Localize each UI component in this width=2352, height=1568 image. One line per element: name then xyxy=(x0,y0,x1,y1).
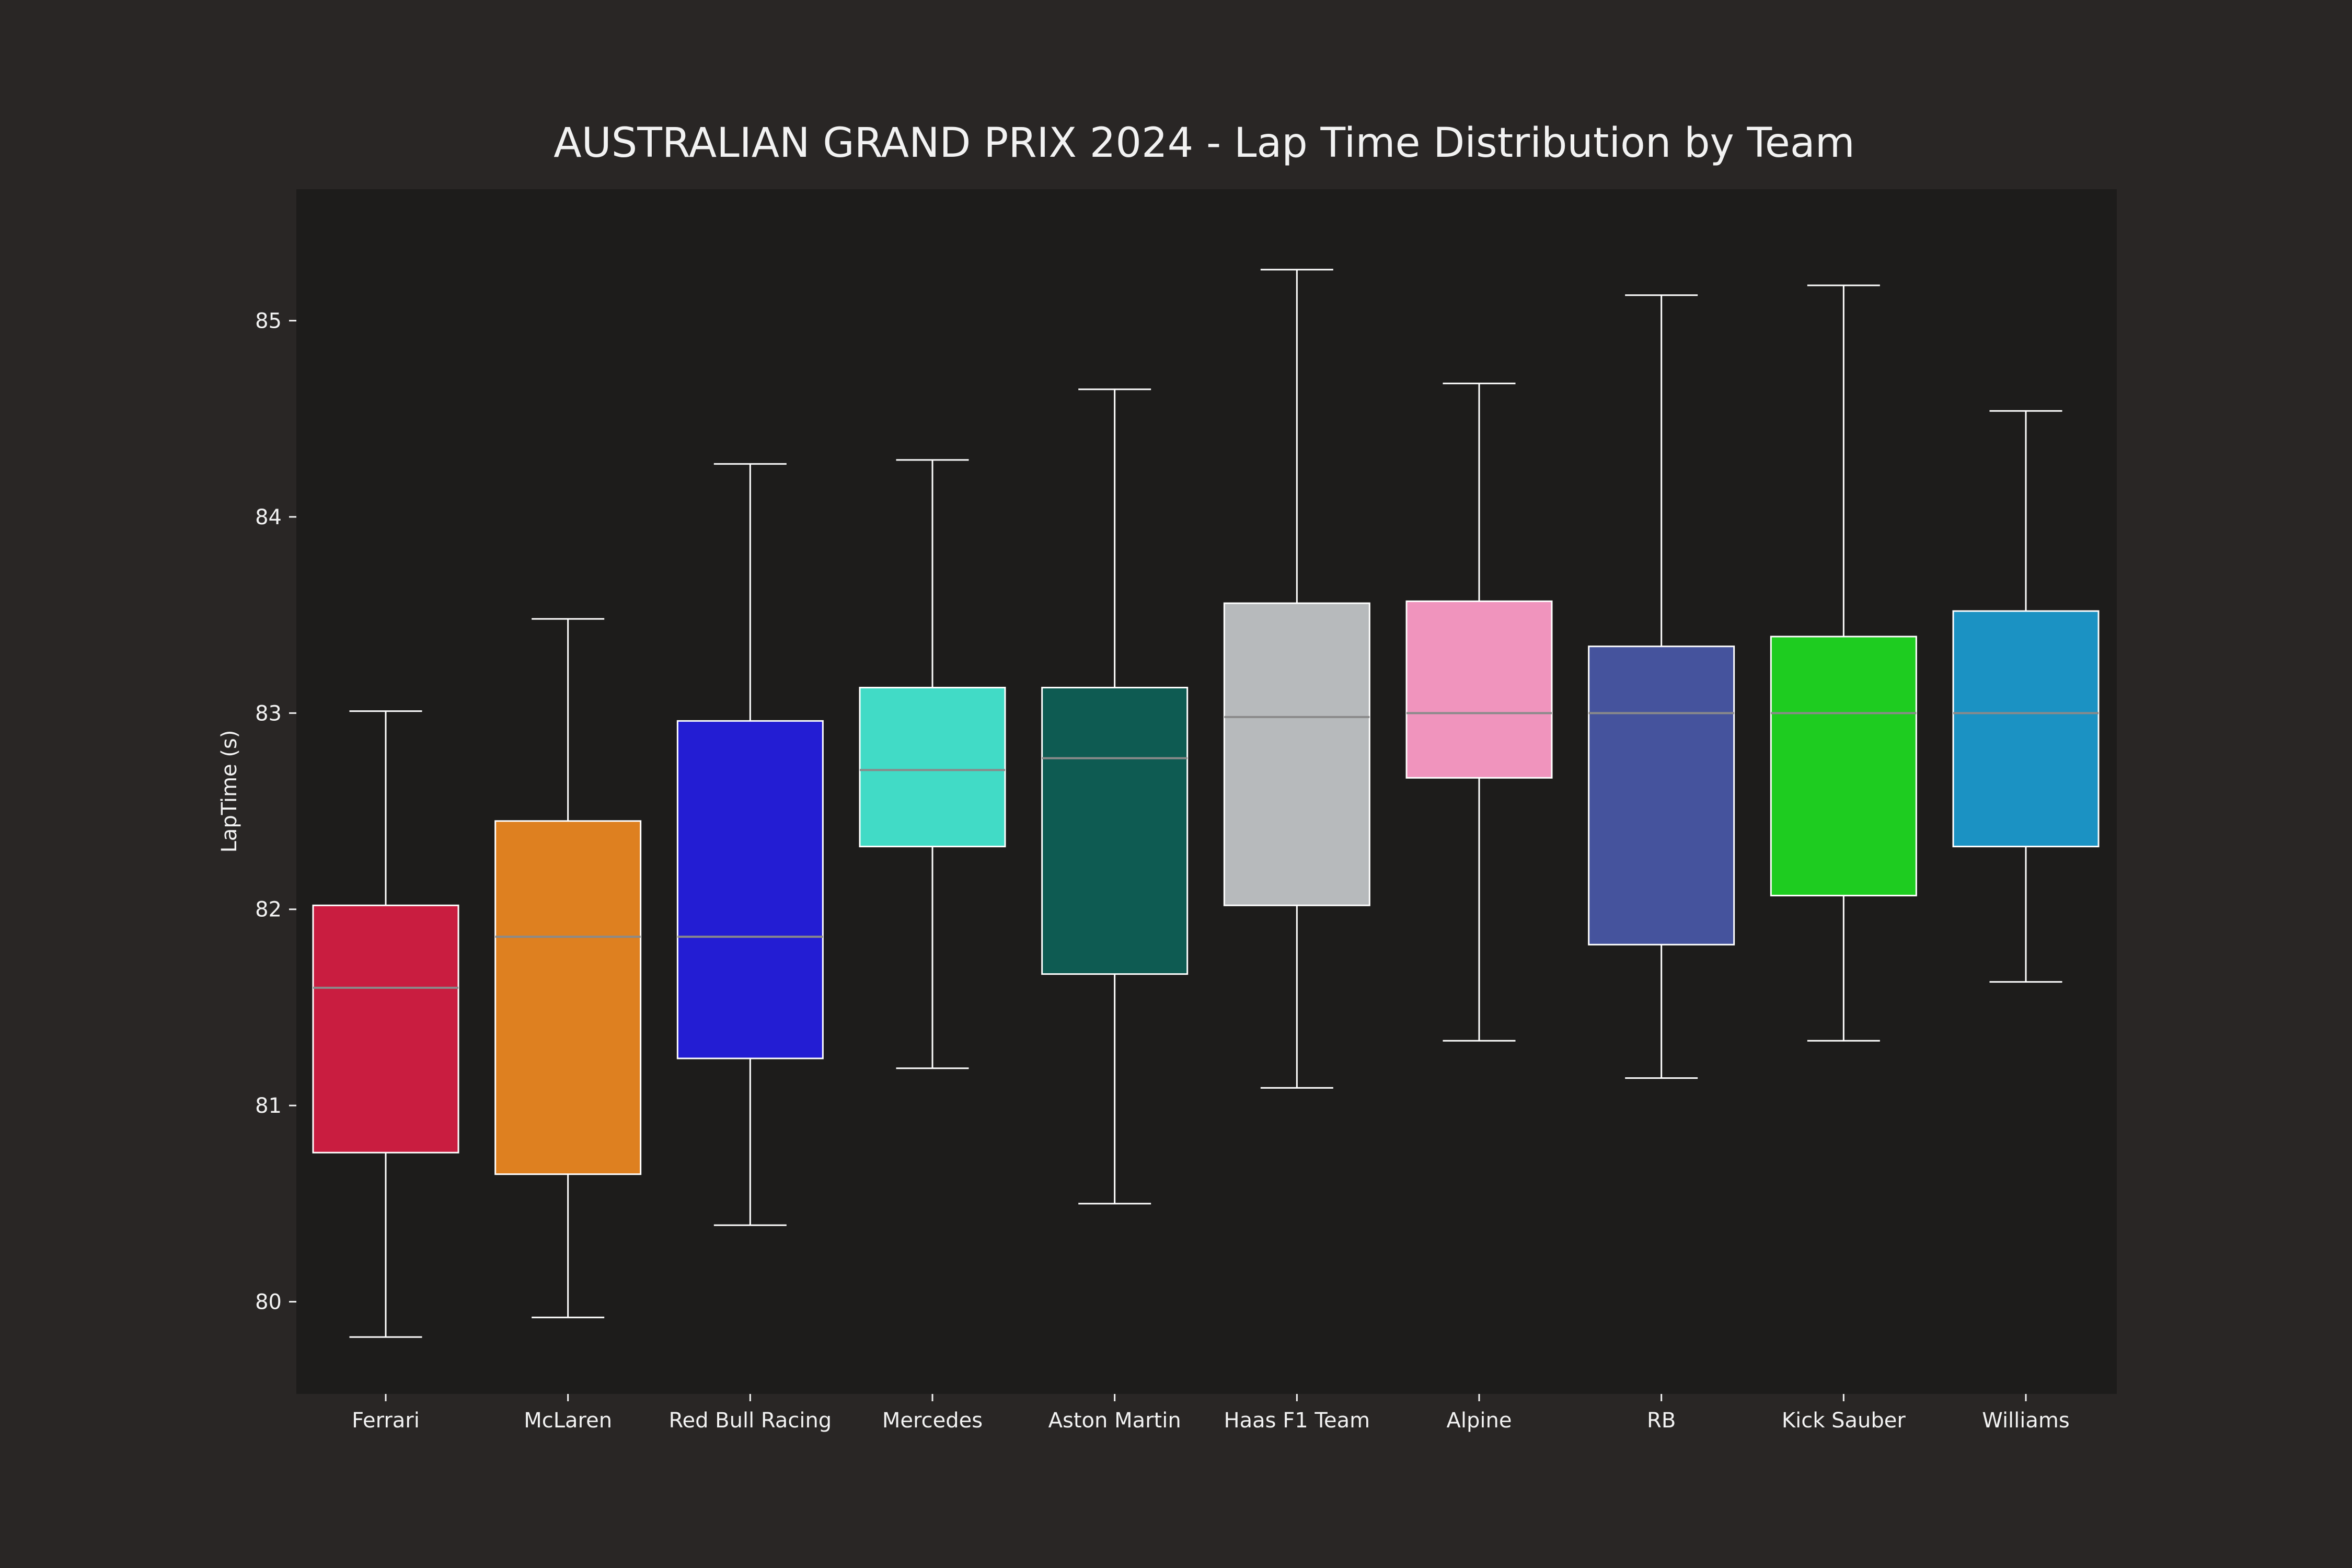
x-tick-label: RB xyxy=(1647,1409,1676,1433)
box-red-bull-racing xyxy=(676,463,824,1226)
y-tick-label: 82 xyxy=(255,898,282,922)
x-tick-label: Aston Martin xyxy=(1048,1409,1181,1433)
box-alpine xyxy=(1405,383,1553,1042)
iqr-box xyxy=(1588,645,1735,946)
x-tick-label: Mercedes xyxy=(882,1409,983,1433)
box-series xyxy=(312,269,2100,1338)
iqr-box xyxy=(494,820,642,1175)
x-tick-label: Williams xyxy=(1982,1409,2069,1433)
box-mercedes xyxy=(859,459,1006,1069)
iqr-box xyxy=(1041,687,1189,975)
box-ferrari xyxy=(312,710,459,1338)
box-rb xyxy=(1588,294,1735,1079)
iqr-box xyxy=(1405,600,1553,779)
box-williams xyxy=(1952,410,2100,983)
y-tick-label: 83 xyxy=(255,701,282,725)
y-tick-label: 80 xyxy=(255,1290,282,1315)
y-tick-label: 81 xyxy=(255,1094,282,1118)
chart-title: AUSTRALIAN GRAND PRIX 2024 - Lap Time Di… xyxy=(554,120,1854,167)
iqr-box xyxy=(1952,610,2100,848)
x-tick-label: Red Bull Racing xyxy=(668,1409,832,1433)
y-axis: 80 81 82 83 84 85 xyxy=(255,309,296,1315)
x-tick-label: Alpine xyxy=(1447,1409,1512,1433)
box-aston-martin xyxy=(1041,388,1189,1205)
iqr-box xyxy=(676,720,824,1059)
iqr-box xyxy=(859,687,1006,848)
x-axis: Ferrari McLaren Red Bull Racing Mercedes Ast… xyxy=(352,1394,2070,1433)
y-axis-label: LapTime (s) xyxy=(217,730,241,853)
y-tick-label: 84 xyxy=(255,505,282,529)
iqr-box xyxy=(1770,636,1917,896)
box-haas-f1-team xyxy=(1223,269,1370,1089)
x-tick-label: Haas F1 Team xyxy=(1224,1409,1370,1433)
x-tick-label: Ferrari xyxy=(352,1409,420,1433)
iqr-box xyxy=(312,904,459,1154)
box-kick-sauber xyxy=(1770,284,1917,1042)
box-mclaren xyxy=(494,618,642,1319)
iqr-box xyxy=(1223,602,1370,906)
x-tick-label: Kick Sauber xyxy=(1782,1409,1906,1433)
y-tick-label: 85 xyxy=(255,309,282,333)
x-tick-label: McLaren xyxy=(524,1409,612,1433)
